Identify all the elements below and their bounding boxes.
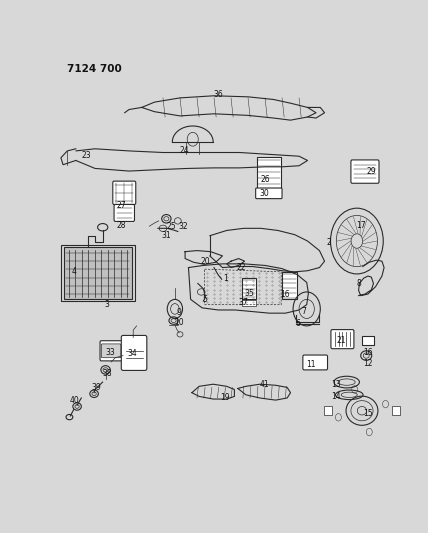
Text: 21: 21 <box>337 336 346 345</box>
Text: 24: 24 <box>179 147 189 156</box>
Bar <box>64 247 131 300</box>
Text: 26: 26 <box>260 174 270 183</box>
Bar <box>242 278 256 300</box>
Text: 7124 700: 7124 700 <box>67 64 122 74</box>
Text: 15: 15 <box>363 409 373 418</box>
Text: 2: 2 <box>327 238 331 247</box>
Text: 9: 9 <box>177 308 181 317</box>
Text: 13: 13 <box>332 379 341 389</box>
Text: 14: 14 <box>332 392 341 401</box>
Text: 29: 29 <box>366 166 376 175</box>
FancyBboxPatch shape <box>121 335 147 370</box>
Text: 27: 27 <box>116 201 126 210</box>
Text: 7: 7 <box>301 307 306 316</box>
FancyBboxPatch shape <box>101 344 121 358</box>
Text: 38: 38 <box>102 369 112 378</box>
Bar <box>324 407 332 415</box>
Text: 25: 25 <box>166 222 176 231</box>
Text: 30: 30 <box>259 189 269 198</box>
Text: 23: 23 <box>82 151 91 160</box>
Text: 34: 34 <box>128 350 137 359</box>
Bar <box>392 407 400 415</box>
FancyBboxPatch shape <box>113 181 136 205</box>
Bar <box>242 300 256 306</box>
FancyBboxPatch shape <box>303 355 327 370</box>
Text: 16: 16 <box>363 348 373 357</box>
Text: 5: 5 <box>202 295 207 304</box>
Text: 19: 19 <box>220 393 229 402</box>
Bar <box>61 245 135 302</box>
FancyBboxPatch shape <box>100 341 123 361</box>
Text: 40: 40 <box>70 395 80 405</box>
Text: 6: 6 <box>296 319 300 328</box>
Text: 39: 39 <box>91 383 101 392</box>
Text: 16: 16 <box>281 289 290 298</box>
Text: 22: 22 <box>237 263 247 272</box>
Bar <box>282 272 297 300</box>
Text: 8: 8 <box>356 279 361 288</box>
FancyBboxPatch shape <box>114 205 134 221</box>
Text: 33: 33 <box>105 348 115 357</box>
Text: 28: 28 <box>116 221 126 230</box>
Text: 35: 35 <box>244 288 254 297</box>
Text: 1: 1 <box>223 273 228 282</box>
Text: 10: 10 <box>174 318 184 327</box>
Bar <box>256 157 281 188</box>
FancyBboxPatch shape <box>256 188 282 199</box>
Text: 11: 11 <box>306 360 316 369</box>
Text: 41: 41 <box>259 379 269 389</box>
Text: 17: 17 <box>356 221 366 230</box>
Text: 37: 37 <box>239 298 249 307</box>
Text: 31: 31 <box>161 231 171 240</box>
Text: 20: 20 <box>201 257 210 265</box>
Text: 12: 12 <box>363 359 373 367</box>
FancyBboxPatch shape <box>351 160 379 183</box>
Text: 3: 3 <box>104 300 109 309</box>
Text: 36: 36 <box>214 90 223 99</box>
Text: 32: 32 <box>178 222 188 231</box>
Text: 4: 4 <box>72 268 77 276</box>
Bar <box>362 336 374 345</box>
FancyBboxPatch shape <box>331 329 354 349</box>
